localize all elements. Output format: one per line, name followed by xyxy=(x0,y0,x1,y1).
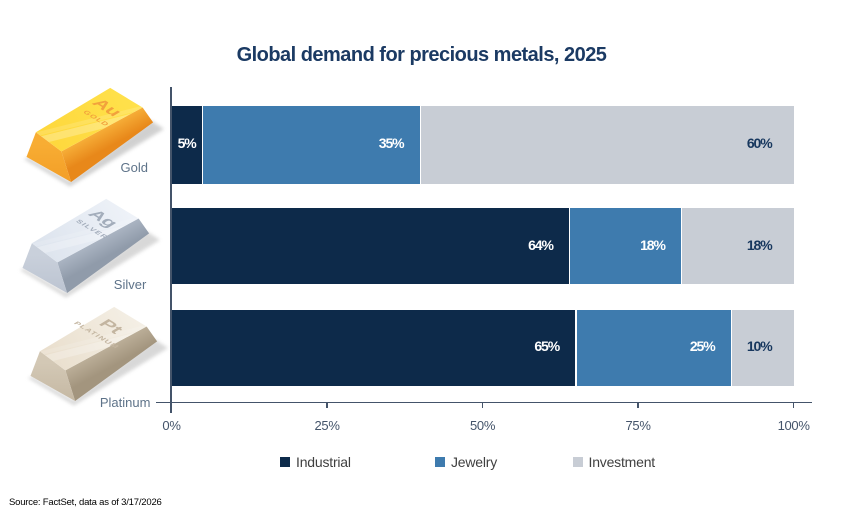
bar-data-label: 5% xyxy=(177,135,197,152)
y-axis-line xyxy=(170,86,172,414)
x-axis-tick xyxy=(326,403,328,408)
x-axis-tick xyxy=(792,403,795,408)
bar-data-label: 25% xyxy=(689,338,716,355)
metal-caption-silver: Silver xyxy=(113,276,147,292)
bar-data-label: 10% xyxy=(746,338,773,355)
x-axis-tick xyxy=(637,403,639,408)
x-axis-tick xyxy=(481,403,484,408)
bar-segment-silver-jewelry: 18% xyxy=(570,208,681,285)
x-axis-line xyxy=(155,401,812,404)
legend-label: Investment xyxy=(588,453,656,470)
x-axis-tick-label: 25% xyxy=(314,418,340,433)
silver-ingot-icon: Ag SILVER xyxy=(19,198,160,298)
legend-label: Jewelry xyxy=(451,453,498,470)
bar-segment-gold-jewelry: 35% xyxy=(203,106,420,184)
bar-segment-gold-industrial: 5% xyxy=(171,106,202,184)
x-axis-tick-label: 100% xyxy=(777,418,810,433)
bar-data-label: 35% xyxy=(378,135,405,152)
legend-item-industrial: Industrial xyxy=(280,454,351,470)
bar-data-label: 18% xyxy=(640,236,666,253)
legend-swatch-investment xyxy=(572,456,583,467)
legend-swatch-industrial xyxy=(280,456,290,467)
legend-swatch-jewelry xyxy=(435,456,445,467)
bar-data-label: 18% xyxy=(746,236,773,253)
source-note: Source: FactSet, data as of 3/17/2026 xyxy=(9,497,162,508)
bar-segment-gold-investment: 60% xyxy=(421,106,794,184)
x-axis-tick-label: 50% xyxy=(469,418,496,433)
bar-segment-platinum-industrial: 65% xyxy=(171,309,576,386)
bar-segment-platinum-jewelry: 25% xyxy=(576,309,731,386)
bar-segment-silver-investment: 18% xyxy=(682,208,794,285)
metal-caption-platinum: Platinum xyxy=(99,395,151,410)
x-axis-tick-label: 75% xyxy=(625,418,651,433)
bar-data-label: 65% xyxy=(534,338,560,355)
bar-data-label: 64% xyxy=(528,236,554,253)
chart-title: Global demand for precious metals, 2025 xyxy=(236,44,607,66)
x-axis-tick-label: 0% xyxy=(162,418,181,433)
gold-ingot-icon: Au GOLD xyxy=(24,87,164,187)
metal-caption-gold: Gold xyxy=(120,159,148,175)
legend-label: Industrial xyxy=(296,453,351,470)
legend-item-investment: Investment xyxy=(572,453,656,470)
bar-segment-platinum-investment: 10% xyxy=(732,309,794,386)
legend-item-jewelry: Jewelry xyxy=(435,454,497,470)
bar-segment-silver-industrial: 64% xyxy=(171,208,569,285)
bar-data-label: 60% xyxy=(746,135,773,152)
platinum-ingot-icon: Pt PLATINUM xyxy=(27,306,168,406)
